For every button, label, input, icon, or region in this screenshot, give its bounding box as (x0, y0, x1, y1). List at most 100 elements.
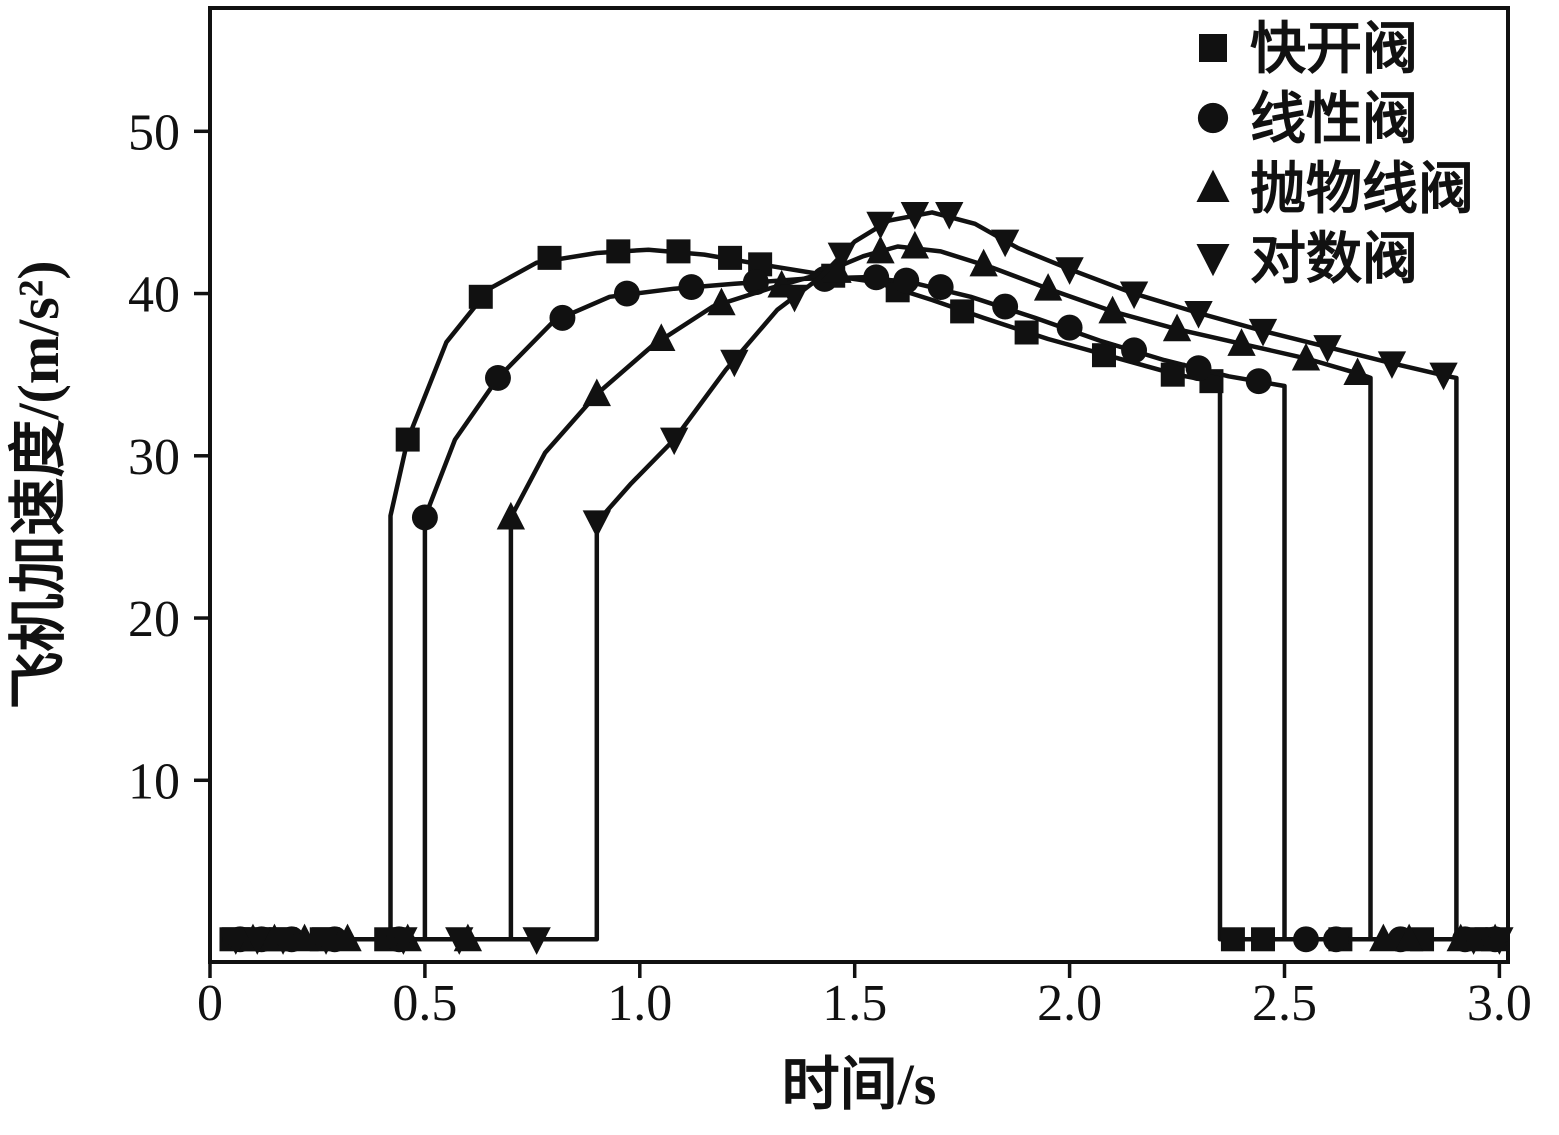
legend-label: 线性阀 (1250, 89, 1418, 151)
circle-marker (927, 274, 954, 301)
triangle-up-marker (1369, 923, 1398, 952)
series-layer (219, 202, 1514, 955)
square-marker (666, 239, 691, 264)
triangle-down-marker (1429, 362, 1458, 391)
square-marker (1220, 927, 1245, 952)
y-tick-label: 20 (128, 591, 180, 648)
square-marker (950, 299, 975, 324)
triangle-down-marker (268, 927, 298, 955)
circle-marker (1323, 926, 1350, 953)
triangle-down-marker (1196, 244, 1230, 277)
y-tick-label: 30 (128, 429, 180, 486)
circle-marker (863, 264, 890, 291)
x-tick-label: 1.0 (607, 975, 672, 1032)
triangle-up-marker (1033, 273, 1063, 301)
plot-frame (208, 6, 1510, 964)
circle-marker (678, 274, 705, 301)
triangle-down-marker (311, 927, 341, 955)
circle-marker (1185, 355, 1212, 382)
triangle-up-marker (707, 287, 736, 316)
triangle-up-marker (866, 235, 895, 264)
square-marker (537, 245, 562, 270)
circle-marker (1293, 926, 1319, 953)
triangle-down-marker (1119, 281, 1149, 310)
x-tick-label: 0.5 (392, 975, 457, 1032)
circle-marker (1197, 102, 1229, 134)
square-marker (1014, 320, 1039, 345)
triangle-down-marker (445, 927, 474, 955)
triangle-up-marker (823, 255, 852, 283)
triangle-down-marker (935, 202, 964, 230)
x-tick-label: 0 (197, 975, 223, 1032)
triangle-up-marker (1291, 342, 1321, 371)
triangle-down-marker (1459, 927, 1488, 955)
circle-marker (1121, 337, 1148, 364)
y-tick-label: 50 (128, 104, 180, 161)
y-axis-label: 飞机加速度/(m/s²) (6, 260, 71, 709)
triangle-down-marker (866, 211, 895, 240)
series-logarithmic-valve-line (222, 210, 1500, 942)
triangle-down-marker (1184, 301, 1213, 329)
triangle-up-marker (1162, 313, 1192, 342)
triangle-down-marker (1055, 257, 1084, 285)
triangle-down-marker (582, 510, 611, 538)
legend-item: 线性阀 (1197, 89, 1418, 151)
triangle-down-marker (243, 927, 272, 955)
triangle-up-marker (900, 230, 930, 259)
circle-marker (411, 504, 438, 531)
triangle-down-marker (389, 927, 418, 955)
triangle-up-marker (1098, 295, 1127, 324)
circle-marker (485, 364, 511, 391)
x-tick-label: 3.0 (1467, 975, 1532, 1032)
legend-label: 对数阀 (1250, 229, 1418, 291)
series-linear-valve-line (222, 275, 1500, 942)
square-marker (395, 427, 420, 452)
triangle-up-marker (1394, 923, 1424, 952)
square-marker (468, 284, 493, 309)
triangle-up-marker (969, 248, 998, 277)
triangle-down-marker (1377, 351, 1407, 379)
series-logarithmic-valve (221, 202, 1514, 955)
square-marker (1251, 927, 1276, 952)
square-marker (1160, 362, 1185, 387)
triangle-up-marker (1343, 357, 1372, 386)
x-axis-label: 时间/s (782, 1052, 937, 1117)
square-marker (606, 239, 631, 264)
triangle-up-marker (582, 378, 611, 407)
triangle-down-marker (1313, 335, 1342, 363)
series-logarithmic-valve-markers (221, 202, 1514, 955)
x-tick-label: 2.5 (1252, 975, 1317, 1032)
triangle-down-marker (720, 349, 749, 378)
triangle-down-marker (1248, 318, 1278, 347)
square-marker (1199, 34, 1227, 62)
triangle-down-marker (827, 242, 856, 271)
axes-layer: 0 0.5 1.0 1.5 2.0 2.5 3.0 10 20 30 40 50 (128, 6, 1532, 1032)
legend-item: 对数阀 (1196, 229, 1418, 291)
legend-item: 抛物线阀 (1196, 159, 1474, 221)
circle-marker (549, 304, 576, 331)
circle-marker (992, 293, 1019, 320)
triangle-down-marker (522, 927, 551, 955)
circle-marker (893, 267, 920, 294)
triangle-down-marker (900, 202, 930, 230)
triangle-down-marker (780, 284, 809, 313)
triangle-down-marker (990, 229, 1020, 258)
triangle-up-marker (496, 501, 526, 530)
y-tick-label: 40 (128, 267, 180, 324)
square-marker (1091, 343, 1116, 368)
triangle-down-marker (660, 427, 689, 456)
triangle-up-marker (1196, 169, 1230, 202)
legend-item: 快开阀 (1199, 19, 1418, 81)
circle-marker (1056, 314, 1083, 341)
triangle-down-marker (1485, 927, 1514, 955)
y-tick-label: 10 (128, 753, 180, 810)
square-marker (718, 245, 743, 270)
legend-label: 快开阀 (1250, 19, 1418, 81)
triangle-up-marker (647, 323, 676, 351)
circle-marker (613, 280, 640, 307)
triangle-up-marker (1227, 328, 1256, 356)
circle-marker (1245, 368, 1272, 395)
